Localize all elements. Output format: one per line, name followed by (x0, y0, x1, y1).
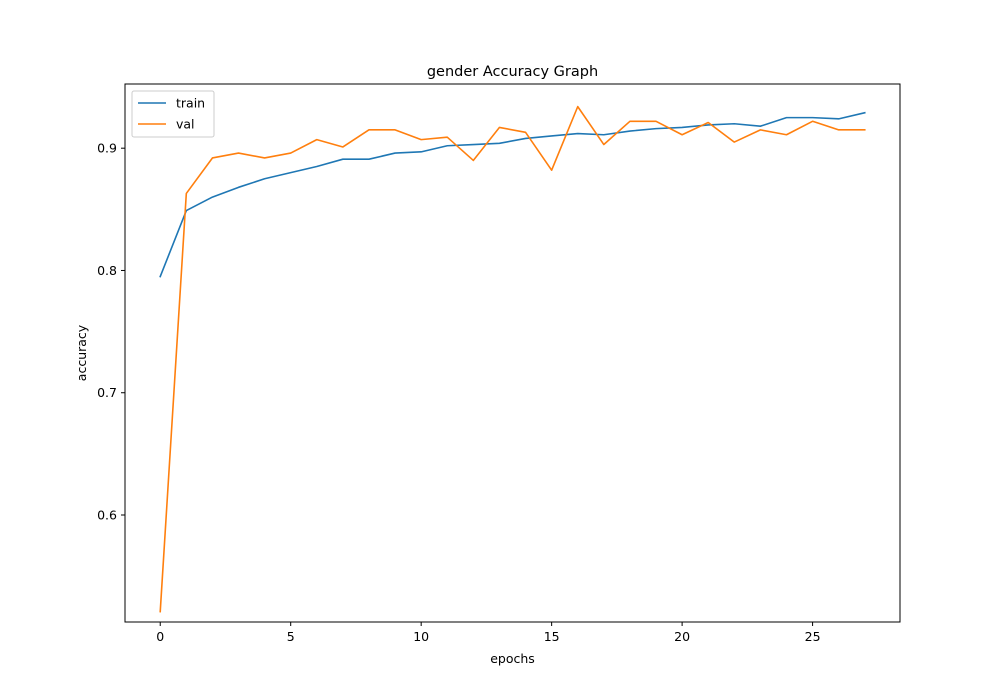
y-tick-label: 0.8 (97, 263, 117, 278)
legend-label-val: val (176, 117, 195, 132)
x-tick-label: 25 (805, 629, 821, 644)
y-tick-label: 0.6 (97, 508, 117, 523)
x-axis-ticks: 0 5 10 15 20 25 (156, 622, 821, 644)
y-axis-ticks: 0.6 0.7 0.8 0.9 (97, 141, 125, 523)
x-axis-label: epochs (490, 651, 535, 666)
plot-lines (159, 105, 866, 613)
chart-title: gender Accuracy Graph (427, 64, 598, 80)
x-tick-label: 5 (287, 629, 295, 644)
x-tick-label: 10 (413, 629, 429, 644)
x-tick-label: 15 (544, 629, 560, 644)
y-tick-label: 0.9 (97, 141, 117, 156)
y-axis-label: accuracy (74, 324, 89, 381)
x-tick-label: 20 (674, 629, 690, 644)
legend-label-train: train (176, 96, 205, 111)
legend: train val (131, 90, 215, 138)
plot-area-frame (124, 83, 901, 623)
y-tick-label: 0.7 (97, 385, 117, 400)
series-line-val (159, 105, 866, 613)
series-line-train (159, 111, 866, 278)
x-tick-label: 0 (156, 629, 164, 644)
